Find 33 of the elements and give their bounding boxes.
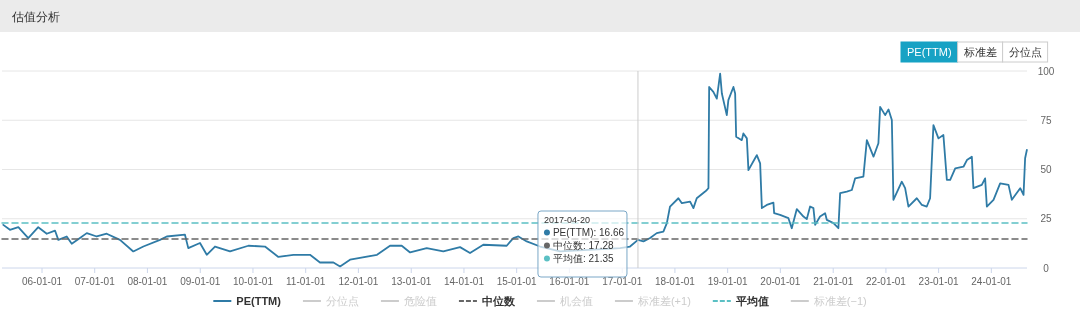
x-tick-label: 16-01-01 <box>549 276 590 287</box>
x-tick-label: 22-01-01 <box>865 276 907 287</box>
x-tick-label: 24-01-01 <box>971 276 1012 287</box>
y-tick-label: 50 <box>1040 164 1052 175</box>
x-tick-label: 17-01-01 <box>602 276 643 287</box>
legend-label: 中位数 <box>481 295 516 307</box>
ref-line-label: 2017-04-20 PE(TTM): 16.66 中位数: 17.28 平均值: 21.35 <box>543 215 625 264</box>
x-tick-label: 11-01-01 <box>286 276 326 287</box>
x-tick-label: 13-01-01 <box>391 276 432 287</box>
x-tick-label: 14-01-01 <box>443 276 485 287</box>
x-tick-label: 06-01-01 <box>21 276 63 287</box>
chart-title: 估值分析 <box>11 10 60 24</box>
y-tick-label: 75 <box>1040 114 1052 126</box>
tooltip: 2017-04-20 PE(TTM): 16.66 中位数: 17.28 平均值: 21.35 <box>537 210 628 278</box>
x-tick-label: 21-01-01 <box>813 276 854 287</box>
x-tick-label: 12-01-01 <box>338 276 379 287</box>
x-tick-label: 09-01-01 <box>180 276 221 287</box>
legend-label: 平均值 <box>734 295 769 307</box>
buttons: PE(TTM) 标准差 分位点 <box>900 41 1049 63</box>
x-tick-label: 07-01-01 <box>74 276 116 287</box>
x-tick-label: 10-01-01 <box>232 276 274 287</box>
y-tick-label: 100 <box>1037 65 1055 77</box>
line-series <box>2 72 1028 268</box>
x-tick-label: 19-01-01 <box>707 276 749 287</box>
legend-label: PE(TTM) <box>236 295 282 307</box>
x-tick-label: 20-01-01 <box>760 276 801 287</box>
x-tick-label: 23-01-01 <box>918 276 960 287</box>
header: 估值分析 <box>0 0 1080 32</box>
x-tick-label: 15-01-01 <box>496 276 538 287</box>
x-tick-label: 18-01-01 <box>654 276 696 287</box>
y-tick-label: 25 <box>1040 213 1052 225</box>
y-tick-label: 0 <box>1043 262 1050 274</box>
x-tick-label: 08-01-01 <box>127 276 168 287</box>
